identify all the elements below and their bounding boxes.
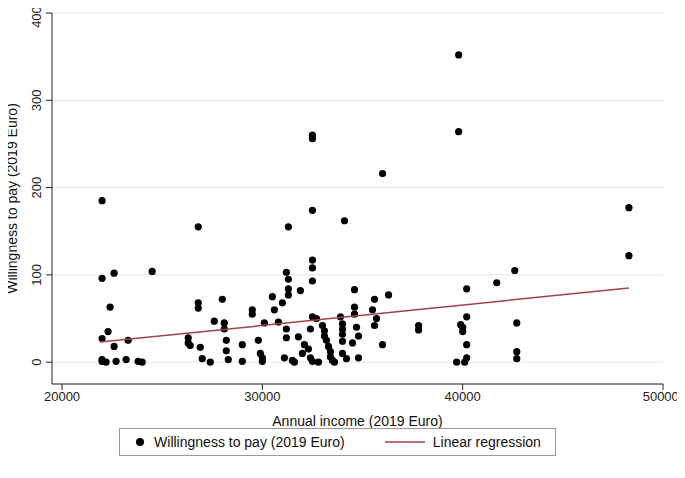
svg-text:Willingness to pay (2019 Euro): Willingness to pay (2019 Euro): [8, 103, 20, 294]
svg-text:100: 100: [29, 264, 44, 286]
html-text:Linear regression: Linear regression: [432, 434, 541, 450]
svg-text:30000: 30000: [244, 389, 280, 404]
svg-text:50000: 50000: [643, 389, 677, 404]
svg-text:400: 400: [29, 8, 44, 28]
svg-text:20000: 20000: [44, 389, 80, 404]
svg-text:200: 200: [29, 177, 44, 199]
svg-text:40000: 40000: [445, 389, 481, 404]
svg-text:300: 300: [29, 89, 44, 111]
svg-text:Annual income (2019 Euro): Annual income (2019 Euro): [272, 413, 442, 429]
html-text:Willingness to pay (2019 Euro): Willingness to pay (2019 Euro): [154, 434, 345, 450]
svg-text:0: 0: [29, 359, 44, 366]
